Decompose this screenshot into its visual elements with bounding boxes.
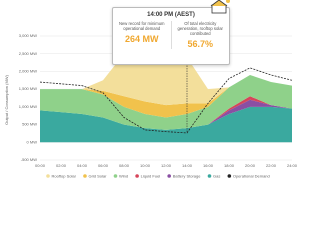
legend-label: Battery Storage (173, 173, 202, 178)
x-tick-label: 00:00 (35, 163, 46, 168)
legend-marker (167, 174, 171, 178)
area (40, 106, 292, 143)
legend-marker (227, 174, 232, 178)
y-tick-label: 1,500 MW (19, 86, 37, 91)
y-tick-label: 500 MW (22, 122, 37, 127)
y-tick-label: 0 MW (27, 139, 38, 144)
legend-label: Grid Solar (88, 173, 107, 178)
x-tick-label: 12:00 (161, 163, 172, 168)
legend-label: Rooftop Solar (52, 173, 77, 178)
y-tick-label: 2,500 MW (19, 51, 37, 56)
y-tick-label: 3,000 MW (19, 33, 37, 38)
tooltip-title: 14:00 PM (AEST) (147, 12, 195, 18)
x-tick-label: 04:00 (77, 163, 88, 168)
tooltip-left-value: 264 MW (124, 34, 159, 44)
tooltip-left-text: New record for minimum operational deman… (118, 21, 165, 31)
demand-line (39, 67, 293, 134)
y-tick-label: 2,000 MW (19, 68, 37, 73)
x-tick-label: 14:00 (182, 163, 193, 168)
y-axis-title: Output / Consumption (MW) (4, 74, 9, 124)
y-tick-label: 1,000 MW (19, 104, 37, 109)
area (40, 74, 292, 130)
legend-label: Liquid Fuel (141, 173, 161, 178)
x-tick-label: 16:00 (203, 163, 214, 168)
legend-label: Wind (119, 173, 128, 178)
area (40, 41, 292, 106)
page: Output / Consumption (MW) -500 MW 0 MW 500… (4, 0, 298, 179)
tooltip: 14:00 PM (AEST) New record for minimum o… (112, 0, 230, 65)
x-tick-label: 08:00 (119, 163, 130, 168)
x-tick-label: 02:00 (56, 163, 67, 168)
legend-marker (83, 174, 87, 178)
legend-marker (113, 174, 118, 178)
legend-marker (46, 174, 50, 178)
legend-label: Operational Demand (233, 173, 270, 178)
tooltip-right-text: Of total electricity generation, rooftop… (177, 21, 223, 36)
x-tick-label: 20:00 (245, 163, 256, 168)
x-tick-label: 10:00 (140, 163, 151, 168)
x-tick-label: 22:00 (266, 163, 277, 168)
x-tick-label: 18:00 (224, 163, 235, 168)
tooltip-right-value: 56.7% (187, 39, 214, 49)
x-tick-label: 24:00 (287, 163, 298, 168)
y-tick-label: -500 MW (21, 157, 37, 162)
legend-marker (207, 174, 212, 178)
legend-marker (135, 174, 139, 178)
solar-house-icon (210, 0, 230, 14)
legend-label: Gas (213, 173, 220, 178)
x-tick-label: 06:00 (98, 163, 109, 168)
chart: Output / Consumption (MW) -500 MW 0 MW 500… (4, 33, 298, 178)
area (40, 74, 292, 118)
